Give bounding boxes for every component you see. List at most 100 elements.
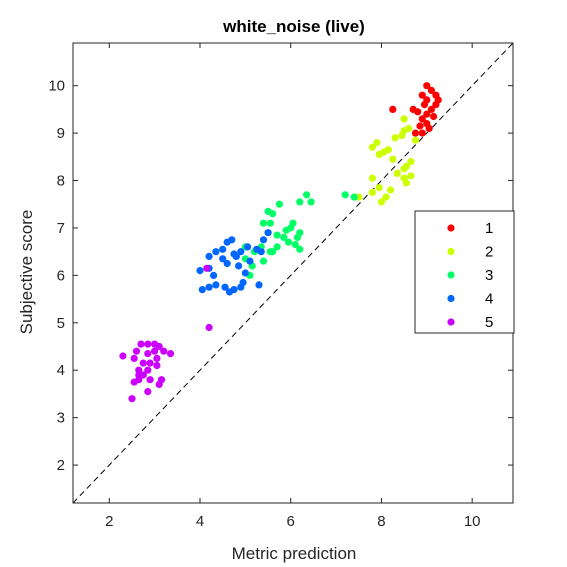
series-5-point — [155, 342, 163, 351]
series-4-point — [246, 257, 254, 265]
series-3-point — [296, 198, 304, 206]
series-3-point — [341, 191, 349, 199]
x-tick-label: 6 — [287, 513, 295, 530]
series-5-point — [139, 359, 147, 367]
legend: 1 2 3 4 5 — [414, 210, 515, 334]
series-5-point — [144, 350, 152, 358]
series-4-point — [237, 248, 245, 256]
legend-box — [414, 210, 515, 334]
series-3-point — [273, 231, 281, 239]
series-4-point — [223, 259, 231, 268]
series-2-point — [375, 184, 383, 192]
series-1-point — [414, 108, 422, 116]
series-3-point — [275, 200, 283, 208]
series-5-point — [146, 376, 154, 384]
series-3-point — [266, 219, 274, 227]
series-5-point — [132, 347, 141, 355]
series-2-point — [386, 186, 395, 194]
y-tick-label: 5 — [57, 315, 65, 332]
series-4-point — [230, 286, 238, 294]
legend-label-3: 3 — [485, 267, 493, 284]
legend-label-4: 4 — [485, 291, 493, 308]
series-1-point — [418, 129, 426, 137]
series-3-point — [273, 243, 281, 251]
series-5-point — [160, 347, 168, 355]
series-2-point — [407, 158, 415, 166]
legend-marker-3 — [447, 271, 455, 279]
series-4-point — [241, 269, 249, 277]
series-3-point — [269, 210, 277, 218]
series-1-point — [420, 101, 429, 109]
series-5-point — [153, 354, 161, 362]
series-5-point — [151, 347, 159, 355]
series-1-point — [423, 82, 431, 90]
series-1-point — [418, 115, 426, 123]
series-2-point — [384, 146, 392, 154]
series-2-point — [368, 143, 376, 151]
series-4-point — [255, 281, 263, 289]
series-5-point — [144, 388, 152, 396]
series-1-point — [434, 96, 442, 104]
series-2-point — [400, 165, 408, 173]
series-3-point — [259, 257, 268, 265]
series-5-point — [153, 361, 161, 370]
series-2-point — [391, 134, 399, 142]
series-5-point — [128, 395, 136, 403]
series-3-point — [259, 219, 268, 227]
series-4-point — [264, 229, 272, 237]
series-4-point — [212, 248, 220, 256]
series-1-point — [416, 122, 424, 130]
series-3-point — [280, 233, 288, 241]
series-1-point — [427, 105, 435, 113]
series-4-point — [257, 248, 265, 256]
series-2-point — [375, 150, 383, 158]
legend-marker-2 — [447, 247, 455, 256]
legend-marker-5 — [447, 318, 455, 326]
series-3-point — [291, 240, 299, 249]
series-3-point — [296, 245, 304, 253]
y-axis-label: Subjective score — [17, 210, 36, 335]
x-tick-label: 10 — [464, 513, 481, 530]
y-tick-label: 3 — [57, 410, 65, 427]
series-2-point — [407, 172, 415, 180]
series-3-point — [350, 193, 358, 201]
series-3-point — [284, 238, 293, 246]
series-5-point — [130, 378, 138, 386]
series-5-point — [144, 340, 152, 348]
series-4-point — [239, 278, 247, 287]
series-2-point — [402, 179, 410, 187]
series-2-point — [389, 155, 397, 163]
series-2-point — [400, 115, 408, 123]
series-5-point — [119, 352, 127, 360]
series-4-point — [219, 245, 227, 253]
plot-area — [72, 42, 514, 504]
series-1-point — [418, 91, 426, 99]
series-3-point — [293, 233, 302, 241]
series-1-point — [423, 110, 431, 118]
y-tick-label: 9 — [57, 125, 65, 142]
series-4-point — [259, 236, 268, 244]
series-4-point — [221, 283, 229, 291]
series-5-point — [130, 354, 138, 362]
series-2-point — [398, 131, 406, 140]
x-tick-label: 4 — [196, 513, 204, 530]
series-1-point — [425, 124, 433, 132]
legend-label-2: 2 — [485, 244, 493, 261]
series-2-point — [393, 169, 401, 177]
series-4-point — [205, 252, 213, 260]
series-5-point — [155, 380, 163, 388]
series-4-point — [210, 271, 218, 279]
series-5-point — [144, 366, 152, 374]
legend-marker-4 — [447, 294, 455, 303]
series-5-point — [146, 359, 154, 367]
series-1-point — [389, 105, 397, 113]
x-tick-label: 2 — [105, 513, 113, 530]
y-tick-label: 10 — [48, 78, 65, 95]
legend-label-5: 5 — [485, 314, 493, 331]
y-tick-label: 7 — [57, 220, 65, 237]
y-tick-label: 2 — [57, 457, 65, 474]
x-tick-label: 8 — [377, 513, 385, 530]
series-4-point — [232, 252, 240, 260]
series-4-point — [212, 281, 220, 289]
